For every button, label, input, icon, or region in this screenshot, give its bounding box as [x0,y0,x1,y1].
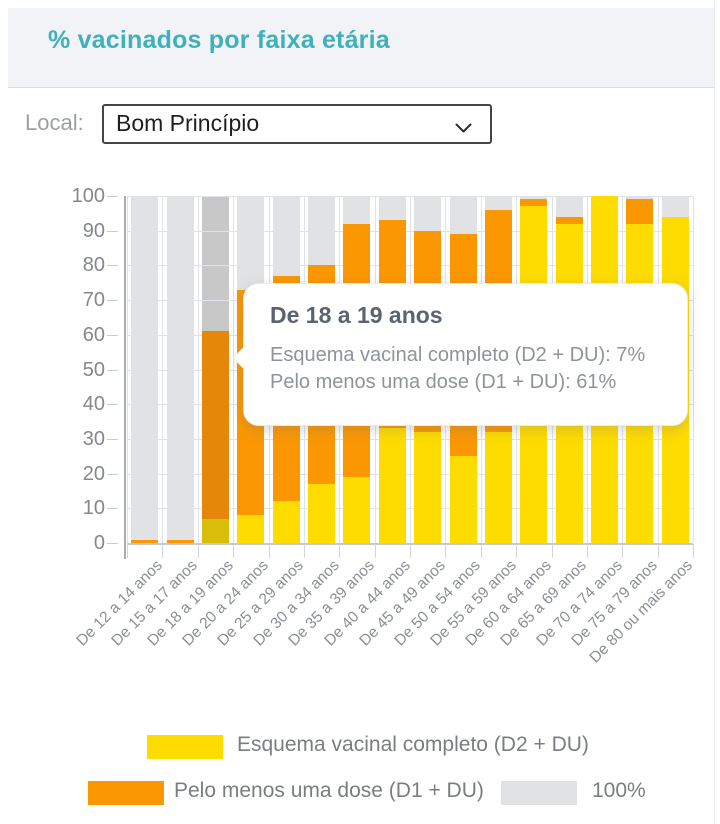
legend-label-100pct: 100% [592,779,646,802]
tooltip-line-complete: Esquema vacinal completo (D2 + DU): 7% [270,344,646,366]
bar-complete-5[interactable] [308,484,336,543]
legend-label-complete: Esquema vacinal completo (D2 + DU) [237,733,589,756]
x-axis-tick [657,544,659,558]
horizontal-gridline [127,265,693,267]
bar-one-dose-1[interactable] [166,539,194,543]
local-select-dropdown[interactable]: Bom Princípio [102,104,492,144]
x-axis-tick [586,544,588,558]
local-select-value: Bom Princípio [116,110,260,136]
legend-swatch-complete [147,735,223,759]
bar-complete-7[interactable] [378,428,406,543]
x-axis-tick [410,544,411,558]
horizontal-gridline [127,196,693,197]
x-axis-tick [516,544,518,558]
bar-complete-3[interactable] [237,515,265,543]
y-axis-tick [107,404,118,406]
horizontal-gridline [127,473,693,475]
x-axis-tick [127,544,128,558]
bar-one-dose-0[interactable] [131,539,159,543]
y-axis-label: 20 [82,462,105,485]
vertical-gridline [693,196,694,543]
page-edge-divider [714,0,715,824]
x-axis-tick [303,544,305,558]
y-axis-tick [107,508,118,510]
y-axis-label: 30 [82,427,105,450]
page-title: % vacinados por faixa etária [48,26,390,54]
tooltip-title: De 18 a 19 anos [270,302,443,328]
y-axis-tick [107,369,118,371]
y-axis-label: 80 [82,254,105,277]
y-axis-label: 90 [82,219,105,242]
y-axis-label: 70 [82,289,105,312]
legend-swatch-one-dose [88,781,164,805]
y-axis-label: 60 [82,323,105,346]
bar-complete-10[interactable] [484,431,512,543]
x-axis-tick [374,544,376,558]
y-axis-tick [107,334,118,336]
x-axis-baseline [127,543,693,545]
horizontal-gridline [127,508,693,510]
y-axis-tick [107,300,118,302]
bar-complete-2[interactable] [201,518,229,543]
legend-swatch-100pct [501,781,577,805]
y-axis-label: 10 [82,497,105,520]
y-axis-line [124,196,126,559]
horizontal-gridline [127,230,693,232]
x-axis-tick [551,544,553,558]
x-axis-tick [268,544,270,558]
tooltip-line-one-dose: Pelo menos uma dose (D1 + DU): 61% [270,371,617,393]
y-axis-tick [107,265,118,267]
y-axis-tick [107,230,118,232]
y-axis-label: 50 [82,358,105,381]
bar-complete-8[interactable] [414,431,442,543]
y-axis-tick [107,196,118,197]
local-label: Local: [25,110,84,135]
y-axis-label: 100 [71,185,105,207]
y-axis-tick [107,543,118,544]
x-axis-tick [480,544,482,558]
x-axis-tick [445,544,447,558]
x-axis-tick [162,544,164,558]
bar-complete-4[interactable] [272,501,300,543]
legend-label-one-dose: Pelo menos uma dose (D1 + DU) [174,779,484,802]
y-axis-label: 0 [93,532,105,554]
x-axis-tick [693,544,694,558]
x-axis-tick [197,544,199,558]
x-axis-tick [233,544,235,558]
y-axis-label: 40 [82,393,105,416]
horizontal-gridline [127,438,693,440]
x-axis-tick [339,544,341,558]
y-axis-tick [107,438,118,440]
tooltip: De 18 a 19 anos Esquema vacinal completo… [243,283,688,426]
bar-one-dose-2[interactable] [201,331,229,543]
bar-complete-9[interactable] [449,456,477,543]
y-axis-tick [107,473,118,475]
header-band: % vacinados por faixa etária [8,8,714,88]
bar-complete-6[interactable] [343,477,371,543]
x-axis-tick [622,544,624,558]
chevron-down-icon [455,121,472,139]
